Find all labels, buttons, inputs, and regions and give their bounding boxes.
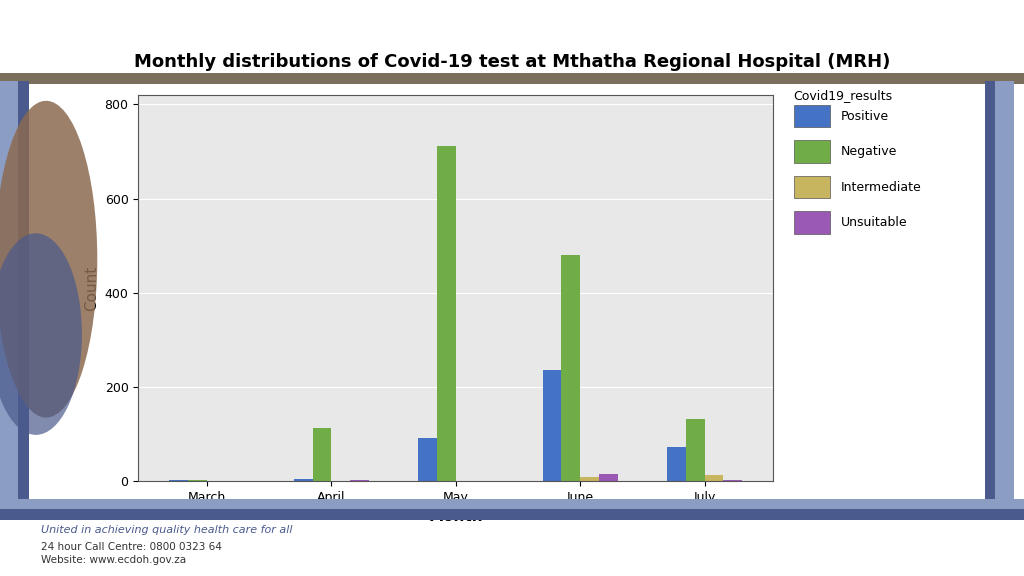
Bar — [705, 475, 723, 481]
Bar — [686, 419, 705, 481]
X-axis label: Month: Month — [428, 509, 483, 524]
Bar — [794, 141, 830, 163]
Bar — [419, 438, 437, 481]
Y-axis label: Count: Count — [84, 266, 99, 310]
Text: Positive: Positive — [841, 109, 889, 123]
Bar — [668, 447, 686, 481]
FancyBboxPatch shape — [50, 38, 974, 86]
Bar — [312, 428, 331, 481]
Bar — [437, 146, 456, 481]
Text: United in achieving quality health care for all: United in achieving quality health care … — [41, 525, 293, 535]
Bar — [294, 479, 312, 481]
Text: Website: www.ecdoh.gov.za: Website: www.ecdoh.gov.za — [41, 555, 186, 565]
Bar — [794, 176, 830, 198]
Bar — [581, 477, 599, 481]
Bar — [794, 211, 830, 234]
Text: Covid19_results: Covid19_results — [794, 89, 893, 102]
Text: Unsuitable: Unsuitable — [841, 216, 907, 229]
Bar — [350, 480, 369, 481]
Bar — [543, 370, 561, 481]
Bar — [599, 475, 617, 481]
Text: Intermediate: Intermediate — [841, 181, 922, 194]
Text: 24 hour Call Centre: 0800 0323 64: 24 hour Call Centre: 0800 0323 64 — [41, 542, 222, 552]
Bar — [188, 480, 207, 481]
Bar — [561, 255, 581, 481]
Text: Negative: Negative — [841, 145, 897, 158]
Bar — [794, 105, 830, 127]
Bar — [723, 480, 742, 481]
Text: Monthly distributions of Covid-19 test at Mthatha Regional Hospital (MRH): Monthly distributions of Covid-19 test a… — [134, 53, 890, 71]
